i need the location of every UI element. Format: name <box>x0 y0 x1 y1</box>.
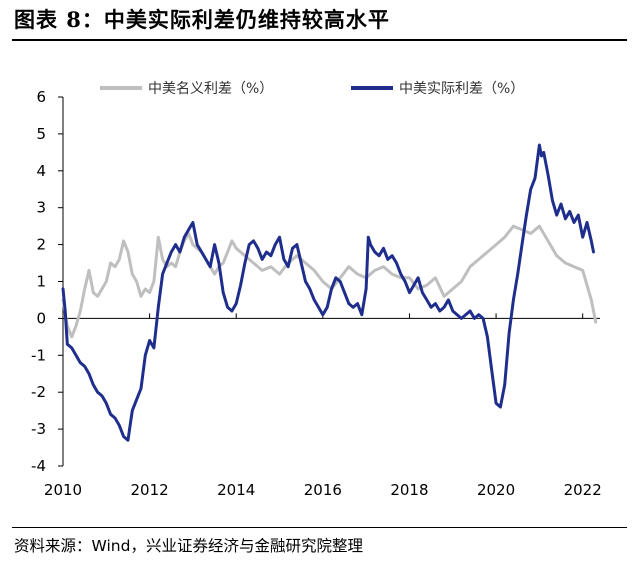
series-line-nominal <box>61 224 598 339</box>
y-tick-label: 2 <box>36 236 46 254</box>
source-divider <box>12 527 627 528</box>
title-underline <box>12 39 627 41</box>
y-tick-label: -2 <box>31 383 46 401</box>
legend-label-nominal: 中美名义利差（%） <box>148 81 273 97</box>
x-tick-label: 2010 <box>44 481 82 499</box>
y-tick-label: 4 <box>36 162 46 180</box>
x-tick-label: 2014 <box>217 481 255 499</box>
x-tick-label: 2018 <box>390 481 428 499</box>
chart-series <box>61 143 598 442</box>
y-tick-label: -3 <box>31 420 46 438</box>
chart-axes: -4 -3 -2 -1 0 1 2 3 4 5 6 2010 2012 2014 2016 2018 2020 2… <box>31 88 602 499</box>
chart-legend: 中美名义利差（%） 中美实际利差（%） <box>100 81 524 97</box>
x-tick-label: 2020 <box>477 481 515 499</box>
figure-title: 图表 8：中美实际利差仍维持较高水平 <box>14 7 390 32</box>
source-note: 资料来源：Wind，兴业证券经济与金融研究院整理 <box>14 537 363 555</box>
y-tick-label: 0 <box>36 309 46 327</box>
y-tick-label: 5 <box>36 125 46 143</box>
x-tick-label: 2016 <box>304 481 342 499</box>
legend-label-real: 中美实际利差（%） <box>399 81 524 97</box>
x-tick-label: 2012 <box>131 481 169 499</box>
y-tick-label: 6 <box>36 88 46 106</box>
y-tick-label: 1 <box>36 273 46 291</box>
series-line-real <box>61 143 595 442</box>
y-tick-label: -4 <box>31 457 46 475</box>
y-tick-label: -1 <box>31 346 46 364</box>
x-tick-label: 2022 <box>564 481 602 499</box>
y-tick-label: 3 <box>36 199 46 217</box>
